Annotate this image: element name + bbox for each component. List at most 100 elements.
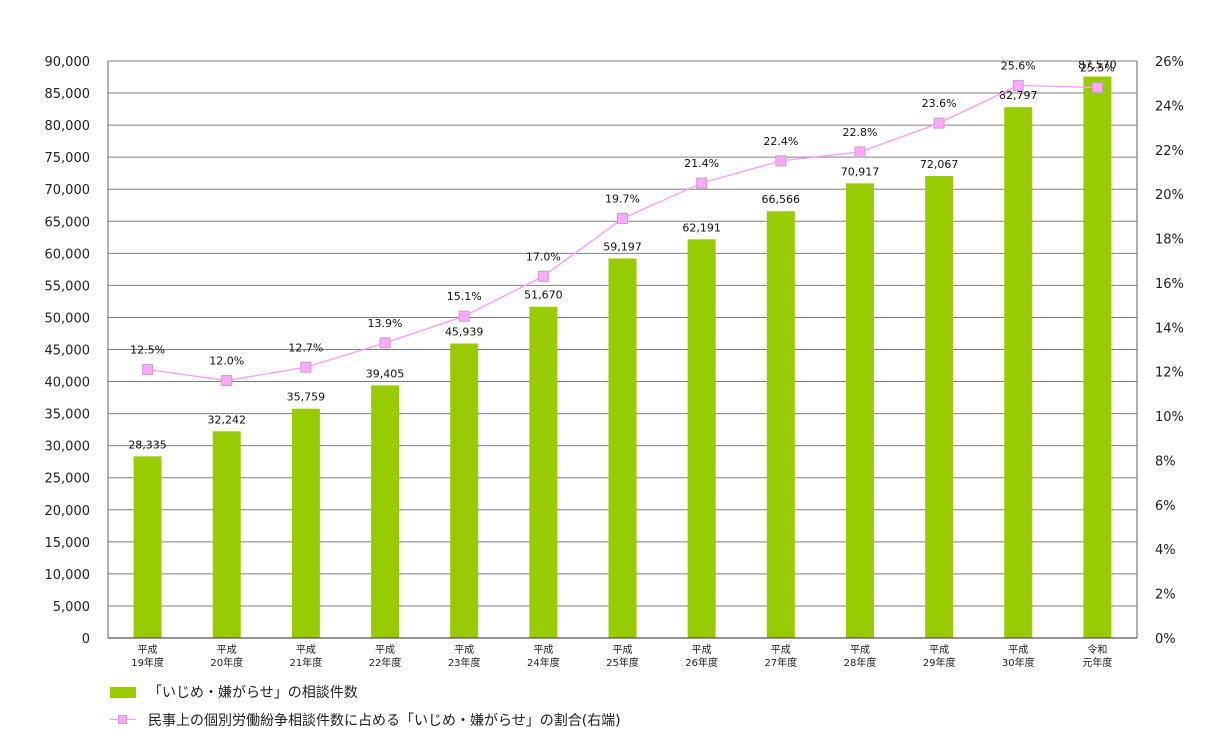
ratio-marker: [775, 155, 787, 167]
right-axis-tick-label: 22%: [1155, 144, 1184, 159]
bar: [371, 385, 400, 638]
right-axis-tick-label: 8%: [1155, 454, 1176, 469]
bar: [1004, 107, 1033, 639]
ratio-marker: [458, 310, 470, 322]
category-label-era: 平成: [692, 644, 712, 656]
bar-value-label: 39,405: [366, 367, 405, 380]
bar-value-label: 45,939: [445, 325, 484, 338]
category-label-year: 29年度: [923, 656, 956, 669]
bar: [845, 183, 874, 638]
left-axis-tick-label: 55,000: [45, 279, 91, 294]
left-axis-tick-label: 45,000: [45, 344, 91, 359]
left-axis-tick-label: 20,000: [45, 504, 91, 519]
legend-line-swatch: [110, 714, 136, 726]
category-label-era: 平成: [138, 644, 158, 656]
right-axis-tick-label: 20%: [1155, 188, 1184, 203]
ratio-marker: [221, 375, 233, 387]
ratio-value-label: 25.6%: [1001, 59, 1036, 72]
right-axis-tick-label: 2%: [1155, 588, 1176, 603]
left-axis-tick-label: 30,000: [45, 440, 91, 455]
ratio-marker: [1091, 82, 1103, 94]
left-axis-tick-label: 70,000: [45, 183, 91, 198]
category-label-era: 平成: [1008, 644, 1028, 656]
ratio-marker: [142, 363, 154, 375]
ratio-marker: [1012, 79, 1024, 91]
category-label-era: 平成: [771, 644, 791, 656]
left-axis-tick-label: 80,000: [45, 119, 91, 134]
left-axis-tick-label: 0: [82, 632, 90, 647]
category-label-year: 30年度: [1002, 656, 1035, 669]
category-label-era: 平成: [454, 644, 474, 656]
category-label-era: 平成: [296, 644, 316, 656]
right-axis-tick-label: 4%: [1155, 543, 1176, 558]
ratio-value-label: 22.8%: [842, 126, 877, 139]
bar-value-label: 70,917: [841, 165, 880, 178]
legend-bar-label: 「いじめ・嫌がらせ」の相談件数: [148, 685, 358, 701]
category-label-era: 平成: [613, 644, 633, 656]
right-axis-tick-label: 26%: [1155, 55, 1184, 70]
category-label-year: 25年度: [606, 656, 639, 669]
bar-value-label: 28,335: [128, 438, 167, 451]
bar-value-label: 51,670: [524, 289, 563, 302]
left-axis-tick-label: 75,000: [45, 151, 91, 166]
ratio-value-label: 15.1%: [447, 290, 482, 303]
legend-item-line: 民事上の個別労働紛争相談件数に占める「いじめ・嫌がらせ」の割合(右端): [110, 708, 621, 732]
bar-value-label: 59,197: [603, 240, 642, 253]
left-axis-tick-label: 25,000: [45, 472, 91, 487]
right-axis-tick-label: 10%: [1155, 410, 1184, 425]
left-axis-tick-label: 65,000: [45, 215, 91, 230]
bar: [133, 456, 162, 638]
category-label-year: 21年度: [290, 656, 323, 669]
ratio-value-label: 12.7%: [288, 341, 323, 354]
ratio-value-label: 19.7%: [605, 193, 640, 206]
left-axis-tick-label: 85,000: [45, 87, 91, 102]
left-axis-tick-label: 90,000: [45, 55, 91, 70]
category-label-year: 27年度: [764, 656, 797, 669]
ratio-marker: [933, 117, 945, 129]
left-axis-tick-label: 40,000: [45, 376, 91, 391]
category-label-year: 19年度: [131, 656, 164, 669]
bar-value-label: 35,759: [287, 391, 326, 404]
bar: [687, 239, 716, 638]
bar: [766, 211, 795, 638]
bar: [291, 408, 320, 638]
left-axis-tick-label: 35,000: [45, 408, 91, 423]
category-label-era: 平成: [217, 644, 237, 656]
ratio-marker: [696, 177, 708, 189]
right-axis-tick-label: 16%: [1155, 277, 1184, 292]
right-axis-tick-label: 12%: [1155, 366, 1184, 381]
category-label-year: 元年度: [1082, 656, 1112, 669]
ratio-value-label: 17.0%: [526, 250, 561, 263]
category-label-year: 22年度: [369, 656, 402, 669]
category-label-year: 28年度: [844, 656, 877, 669]
category-label-era: 平成: [533, 644, 553, 656]
left-axis-tick-label: 60,000: [45, 247, 91, 262]
ratio-marker: [537, 270, 549, 282]
ratio-value-label: 12.0%: [209, 355, 244, 368]
ratio-value-label: 25.5%: [1080, 62, 1115, 75]
bar: [529, 306, 558, 638]
bar-value-label: 32,242: [207, 413, 246, 426]
category-label-year: 24年度: [527, 656, 560, 669]
ratio-value-label: 22.4%: [763, 135, 798, 148]
bar: [450, 343, 479, 638]
legend-item-bar: 「いじめ・嫌がらせ」の相談件数: [110, 680, 621, 704]
category-label-era: 令和: [1087, 643, 1107, 656]
chart-plot: 0 5,000 10,000 15,000 20,000 25,000 30,000 35,0…: [45, 55, 1184, 669]
left-axis-tick-label: 50,000: [45, 311, 91, 326]
bar: [608, 258, 637, 638]
legend-line-label: 民事上の個別労働紛争相談件数に占める「いじめ・嫌がらせ」の割合(右端): [148, 713, 621, 729]
bar-value-label: 87,570: [1078, 59, 1117, 72]
legend-bar-swatch: [110, 686, 136, 698]
ratio-value-label: 13.9%: [368, 317, 403, 330]
category-label-era: 平成: [850, 644, 870, 656]
category-label-year: 20年度: [210, 656, 243, 669]
right-axis-tick-label: 6%: [1155, 499, 1176, 514]
bar-value-label: 82,797: [999, 89, 1038, 102]
bar-value-label: 72,067: [920, 158, 959, 171]
bar: [1083, 76, 1112, 639]
ratio-value-label: 21.4%: [684, 157, 719, 170]
category-label-year: 26年度: [685, 656, 718, 669]
category-label-era: 平成: [929, 644, 949, 656]
